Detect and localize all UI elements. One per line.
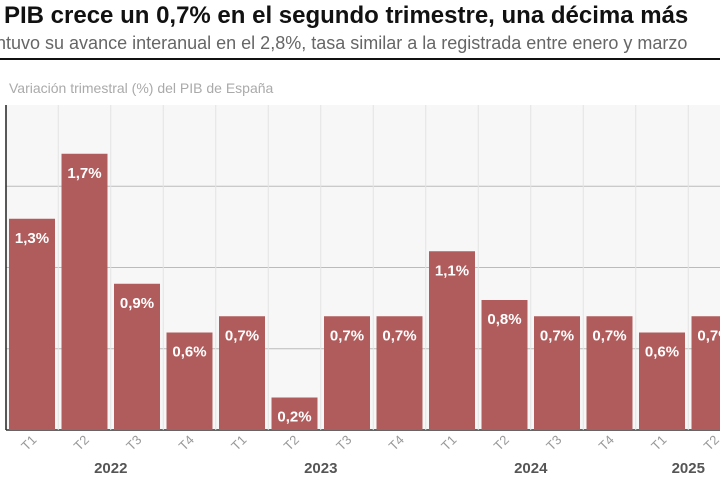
data-label: 0,8% <box>487 311 521 328</box>
data-label: 0,6% <box>645 344 679 361</box>
bar <box>61 153 108 430</box>
chart-title: Variación trimestral (%) del PIB de Espa… <box>9 80 274 96</box>
data-label: 0,7% <box>540 327 574 344</box>
x-tick-label: T2 <box>701 432 720 453</box>
bar <box>166 332 213 430</box>
year-label: 2023 <box>304 460 337 477</box>
data-label: 0,7% <box>225 327 259 344</box>
bar <box>691 316 720 430</box>
data-label: 1,3% <box>15 230 49 247</box>
x-tick-label: T1 <box>438 432 459 453</box>
x-tick-label: T4 <box>596 432 617 453</box>
x-tick-label: T2 <box>281 432 302 453</box>
x-tick-label: T4 <box>386 432 407 453</box>
bar <box>639 332 685 430</box>
bar <box>324 316 370 430</box>
year-label: 2025 <box>672 460 705 477</box>
year-label: 2022 <box>94 460 127 477</box>
x-tick-label: T4 <box>176 432 197 453</box>
bar <box>219 316 265 430</box>
bar <box>9 218 55 430</box>
bar <box>429 251 475 430</box>
data-label: 0,6% <box>172 344 206 361</box>
x-tick-label: T1 <box>228 432 249 453</box>
data-label: 0,7% <box>382 327 416 344</box>
bar <box>376 316 423 430</box>
subheadline: ntuvo su avance interanual en el 2,8%, t… <box>0 33 688 53</box>
data-label: 1,1% <box>435 262 469 279</box>
bar <box>481 300 528 430</box>
data-label: 0,9% <box>120 295 154 312</box>
data-label: 0,7% <box>697 327 720 344</box>
x-tick-label: T1 <box>648 432 669 453</box>
bar <box>271 397 318 430</box>
data-label: 1,7% <box>67 165 101 182</box>
x-tick-label: T2 <box>491 432 512 453</box>
x-tick-label: T3 <box>543 432 564 453</box>
header-rule <box>0 58 720 60</box>
data-label: 0,7% <box>330 327 364 344</box>
bar <box>114 283 160 430</box>
data-label: 0,7% <box>592 327 626 344</box>
x-tick-label: T1 <box>18 432 39 453</box>
x-tick-label: T3 <box>333 432 354 453</box>
year-label: 2024 <box>514 460 548 477</box>
bar <box>534 316 580 430</box>
headline: PIB crece un 0,7% en el segundo trimestr… <box>4 2 689 29</box>
x-tick-label: T2 <box>71 432 92 453</box>
x-tick-label: T3 <box>123 432 144 453</box>
bar <box>586 316 633 430</box>
data-label: 0,2% <box>277 409 311 426</box>
